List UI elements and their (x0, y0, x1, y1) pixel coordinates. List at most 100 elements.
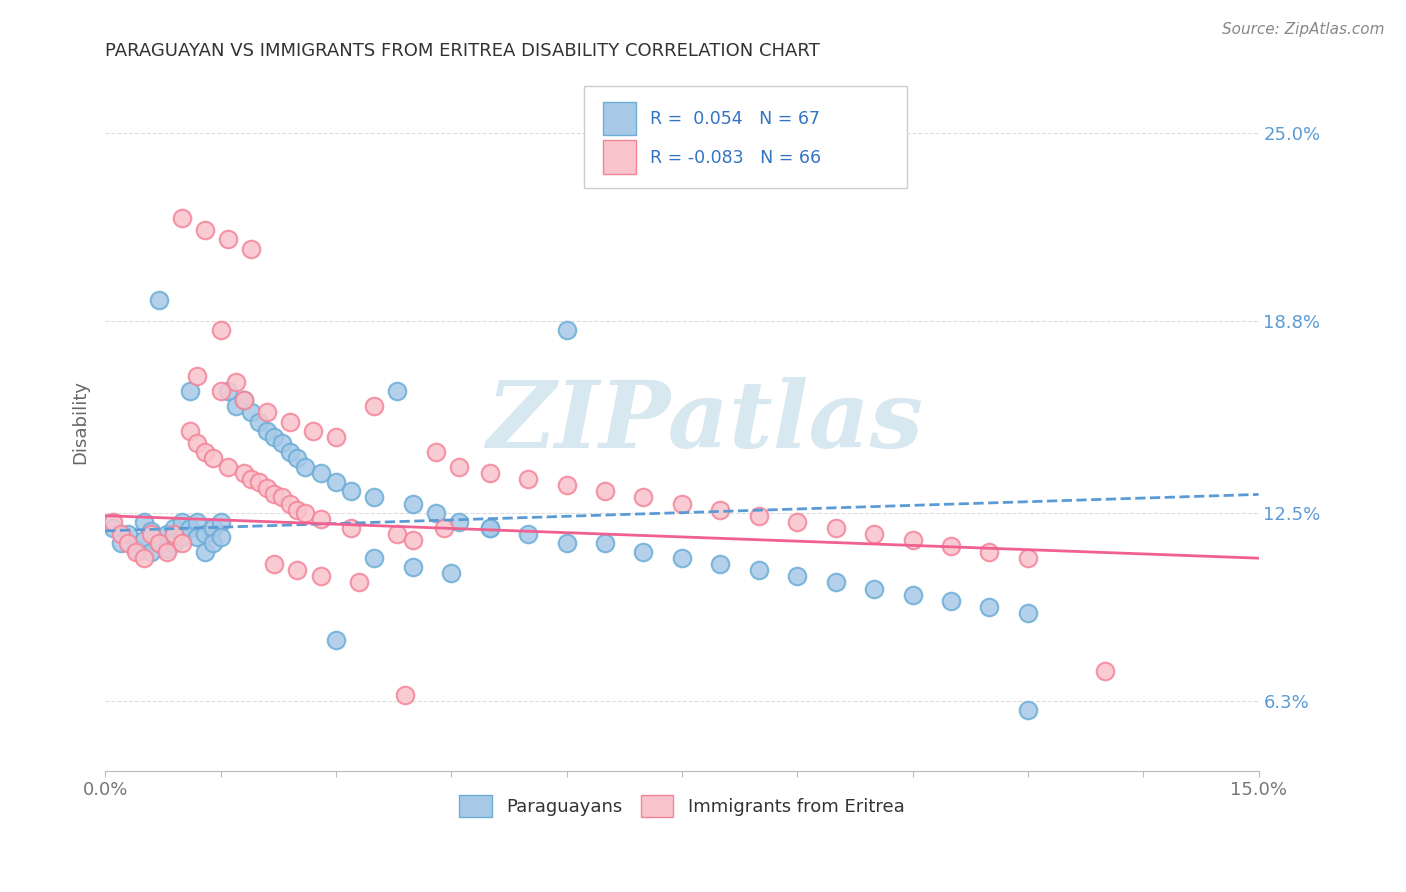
Text: R = -0.083   N = 66: R = -0.083 N = 66 (650, 149, 821, 167)
Point (748, 563, 770, 577)
Point (748, 508, 770, 523)
Point (901, 533, 924, 547)
Text: R =  0.054   N = 67: R = 0.054 N = 67 (650, 111, 820, 128)
Point (402, 533, 425, 547)
Point (156, 545, 179, 559)
Point (101, 515, 124, 529)
Point (394, 688, 416, 702)
Point (1017, 606, 1039, 620)
Point (325, 475, 347, 490)
Point (294, 460, 316, 475)
Point (555, 478, 578, 492)
Point (309, 466, 332, 480)
Point (240, 405, 263, 419)
Point (110, 536, 132, 550)
Point (247, 415, 270, 429)
Point (555, 536, 578, 550)
Point (217, 460, 239, 475)
Point (340, 521, 363, 535)
Point (517, 472, 540, 486)
Point (163, 536, 186, 550)
Point (217, 232, 239, 246)
Point (347, 575, 370, 590)
FancyBboxPatch shape (603, 140, 636, 174)
Point (209, 515, 232, 529)
Point (125, 542, 148, 557)
Point (425, 506, 447, 520)
Point (402, 496, 425, 510)
Point (132, 533, 155, 547)
Point (593, 484, 616, 499)
Point (709, 502, 731, 516)
Point (141, 524, 163, 538)
Point (425, 445, 447, 459)
Point (278, 496, 301, 510)
Point (271, 491, 294, 505)
Point (263, 430, 285, 444)
Point (148, 293, 170, 307)
Point (132, 515, 155, 529)
Point (325, 633, 347, 648)
Point (148, 536, 170, 550)
Point (194, 527, 217, 541)
Point (709, 558, 731, 572)
Point (478, 466, 501, 480)
Point (186, 530, 208, 544)
Point (256, 481, 278, 495)
Legend: Paraguayans, Immigrants from Eritrea: Paraguayans, Immigrants from Eritrea (453, 788, 911, 824)
Point (671, 551, 693, 566)
Point (179, 424, 201, 438)
Point (240, 242, 263, 256)
Point (1094, 664, 1116, 678)
FancyBboxPatch shape (583, 87, 907, 187)
Point (225, 375, 247, 389)
Point (148, 536, 170, 550)
Point (555, 323, 578, 337)
Text: ZIPatlas: ZIPatlas (486, 376, 924, 467)
Point (979, 545, 1001, 559)
Point (132, 551, 155, 566)
Point (901, 588, 924, 602)
Point (201, 450, 224, 465)
Point (256, 424, 278, 438)
Point (863, 582, 886, 596)
Point (117, 536, 139, 550)
Point (1017, 551, 1039, 566)
Point (225, 400, 247, 414)
Point (786, 569, 808, 583)
Point (387, 384, 409, 399)
Y-axis label: Disability: Disability (72, 380, 89, 464)
Point (125, 545, 148, 559)
Point (671, 496, 693, 510)
Point (172, 530, 194, 544)
Point (824, 575, 846, 590)
Point (939, 593, 962, 607)
Point (263, 487, 285, 501)
Point (363, 400, 385, 414)
Point (363, 551, 385, 566)
Point (447, 515, 470, 529)
Point (194, 223, 217, 237)
Point (201, 536, 224, 550)
Point (294, 506, 316, 520)
Point (117, 527, 139, 541)
Point (340, 484, 363, 499)
Point (232, 466, 254, 480)
Point (278, 445, 301, 459)
Point (209, 323, 232, 337)
Point (263, 558, 285, 572)
Point (309, 569, 332, 583)
Point (824, 521, 846, 535)
FancyBboxPatch shape (603, 102, 636, 136)
Point (447, 460, 470, 475)
Point (325, 430, 347, 444)
Point (517, 527, 540, 541)
Point (1017, 703, 1039, 717)
Point (156, 527, 179, 541)
Point (633, 491, 655, 505)
Point (402, 560, 425, 574)
Point (240, 472, 263, 486)
Point (209, 530, 232, 544)
Point (786, 515, 808, 529)
Point (217, 384, 239, 399)
